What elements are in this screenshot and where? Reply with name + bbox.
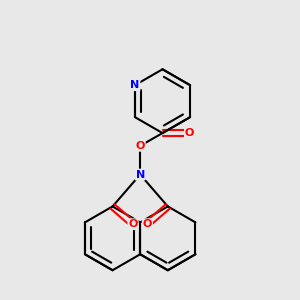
Text: O: O (136, 141, 145, 151)
Text: N: N (130, 80, 140, 90)
Text: O: O (128, 219, 138, 229)
Text: O: O (142, 219, 152, 229)
Text: N: N (136, 169, 145, 179)
Text: O: O (185, 128, 194, 138)
